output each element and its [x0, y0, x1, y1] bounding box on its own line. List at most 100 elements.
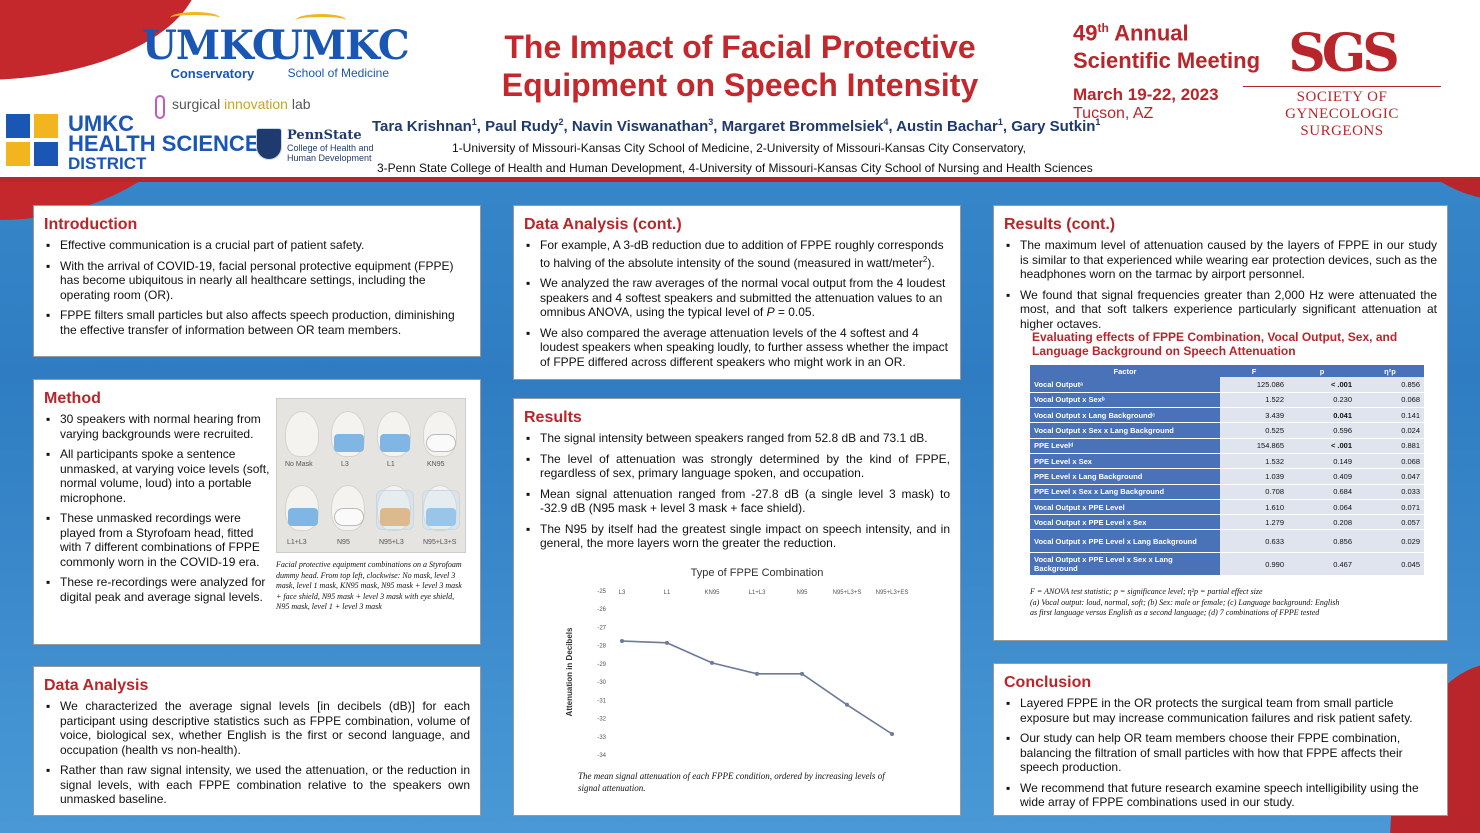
- table-cell: 0.596: [1288, 422, 1356, 439]
- table-header: Factor: [1030, 365, 1220, 377]
- list-item: FPPE filters small particles but also af…: [44, 308, 470, 337]
- data-point: [755, 671, 759, 676]
- introduction-heading: Introduction: [44, 216, 138, 233]
- dummy-head: [422, 485, 460, 531]
- table-cell: 0.684: [1288, 484, 1356, 500]
- table-row: Vocal Outputᵃ 125.086 < .001 0.856: [1030, 377, 1424, 393]
- umkc-conservatory-logo: UMKC Conservatory: [142, 22, 284, 82]
- dummy-head: [331, 411, 365, 457]
- table-cell: Vocal Output x Lang Backgroundᶜ: [1030, 407, 1220, 424]
- table-row: Vocal Output x Sexᵇ 1.522 0.230 0.068: [1030, 392, 1424, 409]
- sgs-logo: SGS SOCIETY OF GYNECOLOGIC SURGEONS: [1243, 26, 1441, 140]
- table-cell: 0.856: [1288, 529, 1356, 554]
- table-cell: 0.525: [1220, 422, 1288, 439]
- attenuation-line-chart: Type of FPPE Combination -25 -26 -27 -28 -29 -…: [565, 567, 909, 759]
- list-item: With the arrival of COVID-19, facial per…: [44, 259, 470, 303]
- surgical-innovation-lab-logo: surgical innovation lab: [172, 96, 311, 112]
- table-header: η²p: [1356, 365, 1424, 377]
- table-cell: 0.047: [1356, 468, 1424, 485]
- table-cell: Vocal Output x PPE Level x Sex: [1030, 514, 1220, 531]
- table-row: PPE Level x Sex 1.532 0.149 0.068: [1030, 453, 1424, 470]
- author-name: Austin Bachar: [896, 118, 998, 135]
- table-cell: PPE Level x Lang Background: [1030, 468, 1220, 485]
- y-tick-label: -30: [597, 680, 606, 686]
- table-cell: 0.856: [1356, 377, 1424, 393]
- list-item: We recommend that future research examin…: [1004, 781, 1437, 810]
- table-row: Vocal Output x PPE Level x Sex 1.279 0.208…: [1030, 514, 1424, 531]
- list-item: Our study can help OR team members choos…: [1004, 731, 1437, 775]
- list-item: These unmasked recordings were played fr…: [44, 511, 270, 569]
- y-tick-label: -34: [597, 753, 606, 759]
- table-cell: 0.045: [1356, 552, 1424, 577]
- table-cell: 0.024: [1356, 422, 1424, 439]
- list-item: Layered FPPE in the OR protects the surg…: [1004, 696, 1437, 725]
- dummy-head: [331, 485, 365, 531]
- table-cell: 0.064: [1288, 499, 1356, 516]
- table-cell: 0.057: [1356, 514, 1424, 531]
- affiliations-line-2: 3-Penn State College of Health and Human…: [377, 161, 1093, 175]
- results-panel: Results The signal intensity between spe…: [513, 398, 961, 816]
- author-affiliation-number: 1: [471, 117, 477, 127]
- table-row: Vocal Output x PPE Level x Sex x Lang Ba…: [1030, 552, 1424, 577]
- anova-table: Factor F p η²p Vocal Outputᵃ 125.086 < .00…: [1030, 365, 1424, 577]
- dummy-head: [376, 485, 414, 531]
- table-cell: PPE Level x Sex: [1030, 453, 1220, 470]
- table-cell: 0.708: [1220, 484, 1288, 500]
- table-title: Evaluating effects of FPPE Combination, …: [1032, 330, 1398, 358]
- introduction-panel: Introduction Effective communication is …: [33, 205, 481, 357]
- y-tick-label: -25: [597, 589, 606, 595]
- table-cell: PPE Levelᵈ: [1030, 438, 1220, 454]
- data-point: [620, 639, 624, 644]
- table-cell: Vocal Output x PPE Level: [1030, 499, 1220, 516]
- x-tick-label: N95: [796, 590, 808, 596]
- data-analysis-heading: Data Analysis: [44, 677, 149, 694]
- author-name: Tara Krishnan: [372, 118, 472, 135]
- table-cell: 0.633: [1220, 529, 1288, 554]
- table-row: Vocal Output x PPE Level x Lang Backgrou…: [1030, 529, 1424, 554]
- data-point: [890, 731, 894, 736]
- table-cell: 0.071: [1356, 499, 1424, 516]
- y-tick-label: -26: [597, 607, 606, 613]
- table-cell: 0.068: [1356, 453, 1424, 470]
- method-panel: Method 30 speakers with normal hearing f…: [33, 379, 481, 645]
- table-cell: 1.610: [1220, 499, 1288, 516]
- author-name: Margaret Brommelsiek: [721, 118, 884, 135]
- data-analysis-cont-heading: Data Analysis (cont.): [524, 216, 682, 233]
- data-point: [845, 702, 849, 707]
- meeting-info: 49th Annual Scientific Meeting March 19-…: [1073, 20, 1261, 123]
- x-tick-label: N95+L3+S: [833, 590, 862, 596]
- chart-caption: The mean signal attenuation of each FPPE…: [578, 771, 885, 793]
- data-point: [710, 660, 714, 665]
- table-cell: 0.141: [1356, 407, 1424, 424]
- list-item: Effective communication is a crucial par…: [44, 238, 470, 253]
- chart-title: Type of FPPE Combination: [691, 567, 824, 579]
- table-cell: 0.149: [1288, 453, 1356, 470]
- x-tick-label: L1+L3: [749, 590, 767, 596]
- data-analysis-panel: Data Analysis We characterized the avera…: [33, 666, 481, 816]
- x-tick-label: N95+L3+ES: [876, 590, 909, 596]
- x-tick-label: L3: [619, 590, 626, 596]
- table-cell: 0.467: [1288, 552, 1356, 577]
- author-affiliation-number: 4: [883, 117, 889, 127]
- author-affiliation-number: 1: [1095, 117, 1101, 127]
- list-item: The maximum level of attenuation caused …: [1004, 238, 1437, 282]
- author-name: Paul Rudy: [485, 118, 559, 135]
- x-tick-label: L1: [664, 590, 671, 596]
- table-cell: Vocal Output x Sexᵇ: [1030, 392, 1220, 409]
- table-row: Vocal Output x Sex x Lang Background 0.52…: [1030, 422, 1424, 439]
- y-tick-label: -28: [597, 644, 606, 650]
- table-cell: 0.208: [1288, 514, 1356, 531]
- table-cell: Vocal Output x PPE Level x Lang Backgrou…: [1030, 529, 1220, 554]
- table-cell: Vocal Output x PPE Level x Sex x Lang Ba…: [1030, 552, 1220, 577]
- author-affiliation-number: 3: [708, 117, 714, 127]
- author-affiliation-number: 2: [558, 117, 564, 127]
- y-tick-label: -31: [597, 698, 606, 704]
- table-cell: 1.279: [1220, 514, 1288, 531]
- table-cell: < .001: [1288, 377, 1356, 393]
- crown-mark: [170, 12, 220, 24]
- table-header: F: [1220, 365, 1288, 377]
- results-cont-heading: Results (cont.): [1004, 216, 1116, 233]
- list-item: The N95 by itself had the greatest singl…: [524, 522, 950, 551]
- table-cell: 0.041: [1288, 407, 1356, 424]
- results-cont-panel: Results (cont.) The maximum level of att…: [993, 205, 1448, 641]
